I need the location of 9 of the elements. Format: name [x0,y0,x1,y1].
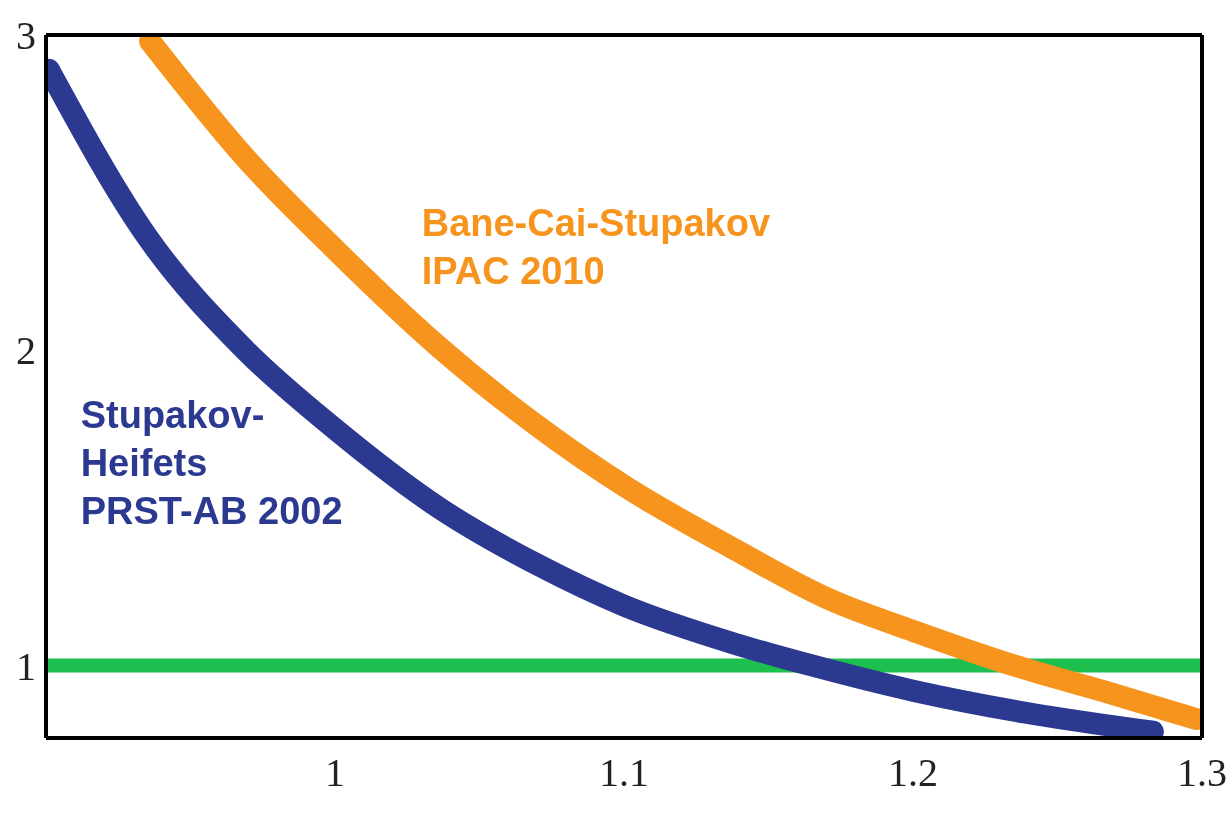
y-tick-label: 3 [16,13,36,59]
x-tick-label: 1 [325,750,345,796]
series-label: Stupakov- Heifets PRST-AB 2002 [80,393,343,535]
x-tick-label: 1.1 [599,750,649,796]
x-tick-label: 1.3 [1177,750,1227,796]
x-tick-label: 1.2 [888,750,938,796]
y-tick-label: 1 [16,643,36,689]
series-label: Bane-Cai-Stupakov IPAC 2010 [421,200,771,294]
y-tick-label: 2 [16,328,36,374]
